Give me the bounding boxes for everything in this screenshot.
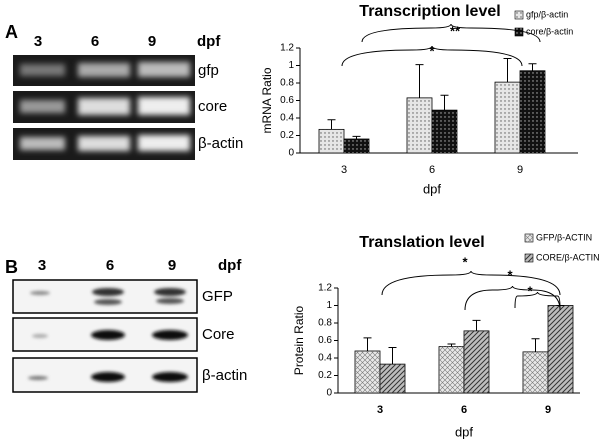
significance-bracket	[464, 285, 561, 311]
chart: Translation level Protein Ratio dpf 0 0.2 0.4…	[292, 232, 600, 439]
bar-texture	[355, 351, 380, 393]
row-label: gfp	[198, 62, 219, 79]
bar-texture	[344, 139, 369, 153]
bar-texture	[520, 70, 545, 153]
error-bar	[388, 347, 397, 365]
error-bar	[352, 135, 361, 139]
lane-unit: dpf	[218, 257, 242, 274]
error-bar	[447, 343, 456, 347]
y-tick-label: 0.8	[318, 318, 332, 329]
bar-texture	[432, 110, 457, 153]
row-label: Core	[202, 326, 235, 343]
legend-label: core/β-actin	[526, 26, 573, 36]
significance-bracket	[381, 270, 561, 296]
significance-bracket	[341, 45, 523, 67]
y-tick-label: 0	[288, 148, 294, 159]
error-bar	[528, 63, 537, 71]
y-tick-label: 0.4	[280, 113, 294, 124]
legend-label: CORE/β-ACTIN	[536, 252, 600, 262]
x-axis-label: dpf	[455, 424, 473, 439]
bar-texture	[439, 346, 464, 393]
legend-texture	[525, 254, 533, 262]
legend-texture	[515, 28, 523, 36]
significance-mark: *	[527, 283, 533, 298]
panel-label: A	[5, 22, 18, 42]
significance-mark: *	[462, 254, 468, 269]
row-label: β-actin	[198, 135, 243, 152]
bar-texture	[548, 305, 573, 393]
error-bar	[415, 64, 424, 98]
chart: Transcription level mRNA Ratio dpf 0 0.2 0.4 0…	[260, 3, 578, 196]
y-tick-label: 0.6	[280, 95, 294, 106]
x-tick-label: 6	[461, 404, 467, 416]
x-tick-label: 6	[429, 164, 435, 176]
error-bar	[472, 319, 481, 331]
gel-a	[13, 55, 195, 160]
row-label: GFP	[202, 288, 233, 305]
y-tick-label: 1.2	[318, 283, 332, 294]
x-axis-label: dpf	[423, 181, 441, 196]
x-tick-label: 9	[517, 164, 523, 176]
lane-label: 9	[148, 33, 156, 50]
error-bar	[440, 94, 449, 111]
bar-texture	[380, 364, 405, 393]
significance-mark: *	[429, 43, 435, 58]
chart-title: Translation level	[359, 234, 484, 251]
y-tick-label: 1	[288, 60, 294, 71]
lane-label: 3	[34, 33, 42, 50]
row-label: β-actin	[202, 367, 247, 384]
bar-texture	[407, 97, 432, 153]
x-tick-label: 9	[545, 404, 551, 416]
bar-texture	[523, 351, 548, 393]
y-tick-label: 0.8	[280, 78, 294, 89]
legend-texture	[515, 11, 523, 19]
significance-bracket	[514, 291, 561, 309]
bar-texture	[319, 129, 344, 153]
error-bar	[363, 337, 372, 351]
legend-label: GFP/β-ACTIN	[536, 232, 592, 242]
y-tick-label: 0.4	[318, 353, 332, 364]
lane-unit: dpf	[197, 33, 221, 50]
significance-bracket	[361, 23, 541, 43]
error-bar	[503, 58, 512, 83]
lane-label: 6	[91, 33, 99, 50]
error-bar	[531, 338, 540, 352]
chart-title: Transcription level	[359, 3, 500, 20]
gel-b	[12, 279, 198, 393]
lane-label: 3	[38, 257, 46, 274]
lane-label: 6	[106, 257, 114, 274]
y-tick-label: 0.2	[318, 370, 332, 381]
y-tick-label: 1	[326, 300, 332, 311]
y-axis-label: mRNA Ratio	[260, 67, 274, 133]
legend-texture	[525, 234, 533, 242]
error-bar	[327, 119, 336, 130]
bar-texture	[495, 82, 520, 153]
y-tick-label: 0	[326, 388, 332, 399]
legend-label: gfp/β-actin	[526, 9, 568, 19]
row-label: core	[198, 98, 227, 115]
significance-mark: **	[450, 23, 461, 38]
lane-label: 9	[168, 257, 176, 274]
significance-mark: *	[507, 267, 513, 282]
panel-label: B	[5, 257, 18, 277]
y-tick-label: 0.6	[318, 335, 332, 346]
x-tick-label: 3	[341, 164, 347, 176]
x-tick-label: 3	[377, 404, 383, 416]
y-tick-label: 0.2	[280, 130, 294, 141]
y-axis-label: Protein Ratio	[292, 305, 306, 375]
bar-texture	[464, 330, 489, 393]
y-tick-label: 1.2	[280, 43, 294, 54]
